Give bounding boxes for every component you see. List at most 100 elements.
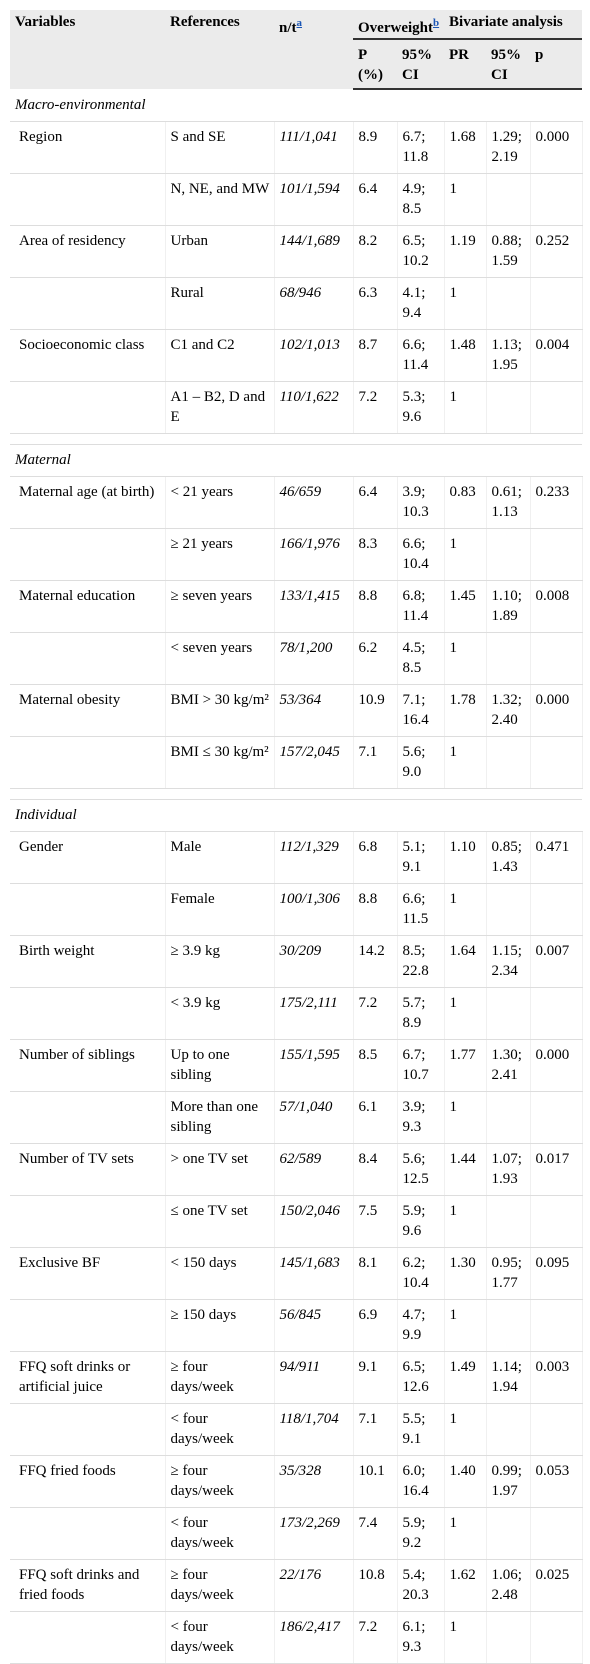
p-value xyxy=(530,632,583,685)
variable: Region xyxy=(10,121,166,174)
n-over-t: 150/2,046 xyxy=(274,1195,354,1248)
variable xyxy=(10,632,166,685)
reference: S and SE xyxy=(165,121,275,174)
data-row: Birth weight ≥ 3.9 kg 30/209 14.2 8.5; 22.8 1… xyxy=(10,935,583,988)
ratio-ci: 1.30; 2.41 xyxy=(486,1039,531,1092)
prevalence-ci: 5.1; 9.1 xyxy=(397,831,445,884)
reference: N, NE, and MW xyxy=(165,173,275,226)
p-value xyxy=(530,528,583,581)
header-references: References xyxy=(165,10,274,89)
variable xyxy=(10,1195,166,1248)
prevalence-ratio: 1.48 xyxy=(444,329,487,382)
ratio-ci xyxy=(486,1403,531,1456)
p-value: 0.004 xyxy=(530,329,583,382)
data-row: FFQ soft drinks and fried foods ≥ four da… xyxy=(10,1559,583,1612)
prevalence-ci: 6.6; 10.4 xyxy=(397,528,445,581)
p-value xyxy=(530,1611,583,1664)
data-row: Maternal obesity BMI > 30 kg/m² 53/364 10.9… xyxy=(10,684,583,737)
ratio-ci xyxy=(486,528,531,581)
n-over-t: 100/1,306 xyxy=(274,883,354,936)
n-over-t: 62/589 xyxy=(274,1143,354,1196)
prevalence-ratio: 1 xyxy=(444,528,487,581)
reference: < four days/week xyxy=(165,1611,275,1664)
header-variables: Variables xyxy=(10,10,165,89)
reference: ≥ 21 years xyxy=(165,528,275,581)
n-over-t: 157/2,045 xyxy=(274,736,354,789)
variable: FFQ soft drinks and fried foods xyxy=(10,1559,166,1612)
p-value: 0.233 xyxy=(530,476,583,529)
data-row: FFQ soft drinks or artificial juice ≥ fou… xyxy=(10,1351,583,1404)
p-value: 0.095 xyxy=(530,1247,583,1300)
p-value: 0.007 xyxy=(530,935,583,988)
prevalence-ci: 5.6; 12.5 xyxy=(397,1143,445,1196)
variable: Exclusive BF xyxy=(10,1247,166,1300)
data-row: A1 – B2, D and E 110/1,622 7.2 5.3; 9.6 1 xyxy=(10,381,583,434)
ratio-ci xyxy=(486,883,531,936)
prevalence: 7.4 xyxy=(353,1507,398,1560)
prevalence-ci: 3.9; 9.3 xyxy=(397,1091,445,1144)
prevalence: 9.1 xyxy=(353,1351,398,1404)
prevalence: 8.2 xyxy=(353,225,398,278)
data-row: N, NE, and MW 101/1,594 6.4 4.9; 8.5 1 xyxy=(10,173,583,226)
data-row: BMI ≤ 30 kg/m² 157/2,045 7.1 5.6; 9.0 1 xyxy=(10,736,583,789)
p-value xyxy=(530,381,583,434)
prevalence-ratio: 1.10 xyxy=(444,831,487,884)
data-row: FFQ fried foods ≥ four days/week 35/328 10.… xyxy=(10,1455,583,1508)
n-over-t: 22/176 xyxy=(274,1559,354,1612)
prevalence: 7.1 xyxy=(353,1403,398,1456)
ratio-ci: 0.61; 1.13 xyxy=(486,476,531,529)
ratio-ci xyxy=(486,987,531,1040)
prevalence-ci: 6.5; 12.6 xyxy=(397,1351,445,1404)
prevalence: 8.4 xyxy=(353,1143,398,1196)
data-row: < four days/week 173/2,269 7.4 5.9; 9.2 1 xyxy=(10,1507,583,1560)
ratio-ci: 0.99; 1.97 xyxy=(486,1455,531,1508)
header-row: Variables References n/ta Overweightb Bi… xyxy=(10,10,583,89)
p-value xyxy=(530,277,583,330)
reference: ≥ four days/week xyxy=(165,1455,275,1508)
section-title: Macro-environmental xyxy=(10,89,583,122)
prevalence-ci: 6.8; 11.4 xyxy=(397,580,445,633)
variable xyxy=(10,1611,166,1664)
prevalence-ci: 5.3; 9.6 xyxy=(397,381,445,434)
prevalence: 8.9 xyxy=(353,121,398,174)
prevalence: 8.5 xyxy=(353,1039,398,1092)
footnote-link[interactable]: a xyxy=(296,17,303,29)
p-value: 0.017 xyxy=(530,1143,583,1196)
variable: FFQ fried foods xyxy=(10,1455,166,1508)
reference: ≥ four days/week xyxy=(165,1351,275,1404)
reference: ≥ 3.9 kg xyxy=(165,935,275,988)
prevalence-ratio: 1 xyxy=(444,1611,487,1664)
data-row: < seven years 78/1,200 6.2 4.5; 8.5 1 xyxy=(10,632,583,685)
p-value: 0.000 xyxy=(530,121,583,174)
prevalence-ci: 4.5; 8.5 xyxy=(397,632,445,685)
variable xyxy=(10,381,166,434)
ratio-ci: 0.85; 1.43 xyxy=(486,831,531,884)
n-over-t: 68/946 xyxy=(274,277,354,330)
ratio-ci: 1.07; 1.93 xyxy=(486,1143,531,1196)
ratio-ci: 1.06; 2.48 xyxy=(486,1559,531,1612)
footnote-link[interactable]: b xyxy=(432,17,440,29)
prevalence: 6.2 xyxy=(353,632,398,685)
prevalence: 8.8 xyxy=(353,580,398,633)
section-title: Individual xyxy=(10,799,583,832)
header-ci: 95% CI xyxy=(397,39,445,90)
prevalence-ratio: 1.40 xyxy=(444,1455,487,1508)
variable xyxy=(10,987,166,1040)
prevalence: 7.2 xyxy=(353,987,398,1040)
prevalence: 8.3 xyxy=(353,528,398,581)
prevalence-ratio: 1.45 xyxy=(444,580,487,633)
prevalence-ci: 5.7; 8.9 xyxy=(397,987,445,1040)
p-value xyxy=(530,1091,583,1144)
ratio-ci xyxy=(486,1507,531,1560)
spacer-cell xyxy=(10,788,583,800)
ratio-ci xyxy=(486,381,531,434)
prevalence-ci: 3.9; 10.3 xyxy=(397,476,445,529)
prevalence-ci: 5.9; 9.6 xyxy=(397,1195,445,1248)
data-row: ≥ 150 days 56/845 6.9 4.7; 9.9 1 xyxy=(10,1299,583,1352)
data-row: Maternal age (at birth) < 21 years 46/659 6… xyxy=(10,476,583,529)
p-value: 0.008 xyxy=(530,580,583,633)
prevalence-ratio: 1.30 xyxy=(444,1247,487,1300)
p-value: 0.000 xyxy=(530,684,583,737)
prevalence-ratio: 1 xyxy=(444,173,487,226)
prevalence-ci: 4.9; 8.5 xyxy=(397,173,445,226)
